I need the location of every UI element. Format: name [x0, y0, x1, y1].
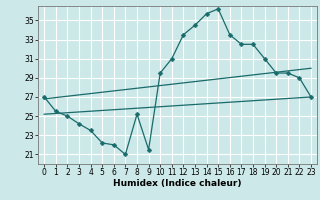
X-axis label: Humidex (Indice chaleur): Humidex (Indice chaleur): [113, 179, 242, 188]
